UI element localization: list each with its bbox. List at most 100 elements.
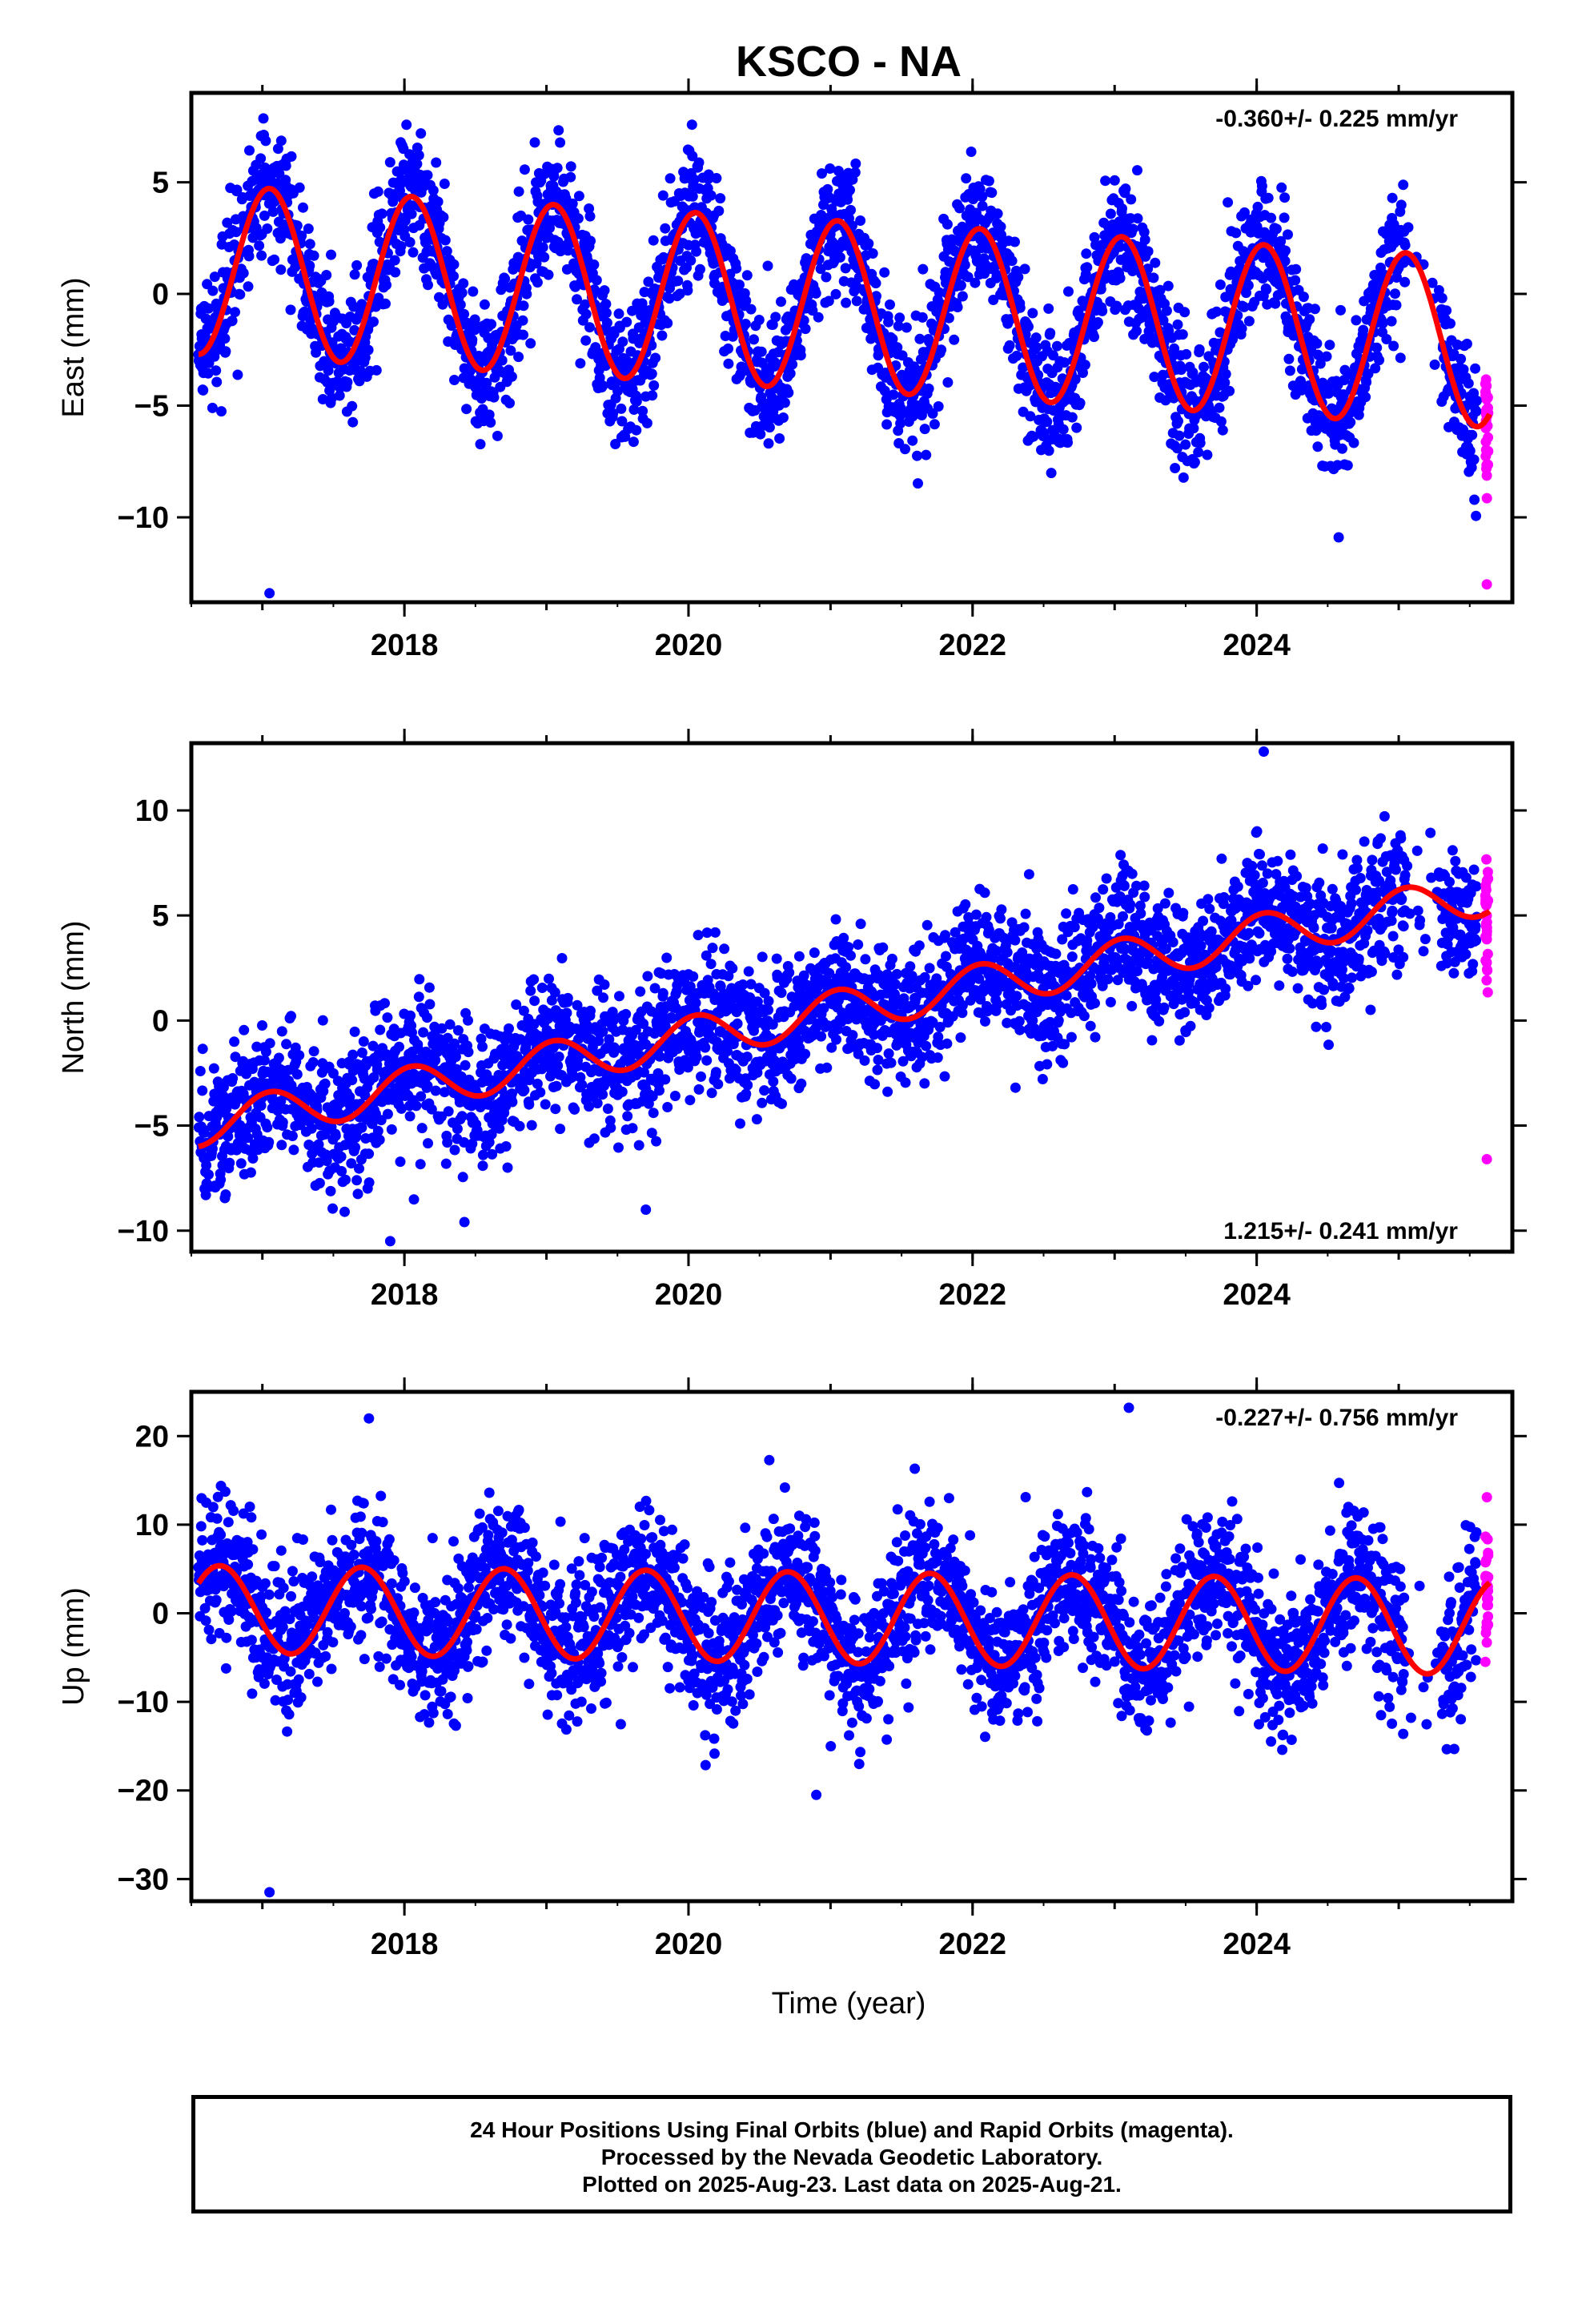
data-point bbox=[933, 1031, 944, 1043]
data-point bbox=[423, 1138, 433, 1149]
data-point bbox=[977, 200, 988, 211]
data-point bbox=[1027, 308, 1038, 319]
data-point bbox=[1458, 364, 1469, 375]
data-point bbox=[543, 269, 554, 280]
data-point bbox=[673, 275, 684, 287]
data-point bbox=[970, 277, 981, 288]
data-point bbox=[641, 417, 652, 428]
data-point bbox=[1433, 285, 1444, 296]
data-point bbox=[544, 973, 554, 984]
data-point bbox=[1456, 353, 1467, 364]
data-point bbox=[912, 450, 922, 461]
data-point bbox=[1178, 472, 1189, 483]
data-point bbox=[841, 297, 852, 308]
data-point bbox=[235, 1158, 247, 1169]
data-point bbox=[1131, 325, 1142, 336]
data-point bbox=[344, 1092, 355, 1103]
data-point bbox=[604, 1034, 615, 1045]
data-point bbox=[467, 1138, 478, 1149]
data-point bbox=[1162, 280, 1174, 292]
data-point bbox=[323, 296, 335, 307]
data-point bbox=[921, 449, 932, 460]
data-point bbox=[314, 1177, 325, 1188]
data-point bbox=[1239, 301, 1250, 312]
data-point bbox=[648, 1108, 659, 1119]
x-tick-label: 2018 bbox=[371, 629, 439, 662]
data-point bbox=[745, 979, 757, 990]
data-point bbox=[257, 1020, 267, 1031]
data-point bbox=[755, 428, 766, 440]
data-point bbox=[1270, 298, 1281, 309]
data-point bbox=[753, 315, 765, 325]
data-point bbox=[1315, 358, 1326, 369]
data-point bbox=[1058, 424, 1069, 435]
data-point bbox=[771, 953, 782, 964]
data-point bbox=[943, 312, 954, 324]
data-point bbox=[389, 255, 400, 266]
data-point bbox=[215, 1174, 227, 1185]
data-point bbox=[1042, 416, 1053, 428]
data-point bbox=[449, 1144, 460, 1156]
data-point bbox=[415, 1159, 426, 1170]
data-point bbox=[588, 259, 600, 270]
data-point bbox=[529, 995, 540, 1007]
data-point bbox=[244, 145, 255, 156]
y-tick-label: 0 bbox=[152, 278, 169, 312]
data-point bbox=[405, 1010, 416, 1021]
data-point bbox=[247, 1153, 259, 1164]
data-point bbox=[546, 995, 557, 1006]
data-point bbox=[897, 350, 908, 361]
data-point bbox=[1345, 416, 1356, 428]
data-point bbox=[414, 974, 425, 985]
final-orbit-points bbox=[193, 810, 1482, 1228]
data-point bbox=[863, 238, 874, 249]
data-point bbox=[198, 384, 209, 396]
data-point bbox=[649, 983, 661, 994]
data-point bbox=[1173, 416, 1183, 427]
data-point bbox=[752, 996, 763, 1007]
data-point bbox=[321, 1156, 332, 1167]
data-point bbox=[631, 396, 642, 407]
data-point bbox=[785, 1073, 797, 1084]
data-point bbox=[617, 336, 628, 348]
data-point bbox=[707, 943, 718, 954]
data-point bbox=[810, 287, 821, 299]
data-point bbox=[380, 298, 391, 309]
data-point bbox=[818, 1003, 829, 1014]
data-point bbox=[991, 945, 1002, 956]
data-point bbox=[476, 1033, 487, 1044]
data-point bbox=[463, 1015, 473, 1026]
data-point bbox=[525, 985, 536, 996]
data-point bbox=[351, 259, 363, 271]
data-point bbox=[610, 1044, 621, 1055]
data-point bbox=[1172, 443, 1182, 454]
data-point bbox=[1081, 248, 1092, 259]
data-point bbox=[893, 320, 904, 332]
data-point bbox=[1095, 283, 1106, 295]
data-point bbox=[894, 312, 905, 324]
data-point bbox=[793, 951, 805, 962]
data-point bbox=[1381, 334, 1392, 344]
data-point bbox=[1235, 255, 1246, 267]
data-point bbox=[440, 235, 451, 246]
data-point bbox=[701, 927, 713, 939]
data-point bbox=[575, 358, 586, 369]
data-point bbox=[779, 397, 790, 408]
data-point bbox=[1172, 319, 1183, 330]
data-point bbox=[1179, 307, 1191, 318]
data-point bbox=[388, 1055, 400, 1066]
data-point bbox=[455, 300, 466, 310]
y-tick-label: 5 bbox=[152, 167, 169, 200]
data-point bbox=[741, 296, 752, 306]
data-point bbox=[610, 439, 621, 449]
data-point bbox=[298, 202, 308, 213]
data-point bbox=[304, 260, 315, 271]
data-point bbox=[1358, 324, 1369, 336]
data-point bbox=[1161, 305, 1172, 316]
data-point bbox=[1323, 388, 1334, 399]
data-point bbox=[1283, 353, 1295, 364]
y-axis-label: East (mm) bbox=[57, 277, 90, 417]
data-point bbox=[689, 174, 700, 185]
data-point bbox=[695, 263, 705, 275]
data-point bbox=[1398, 179, 1409, 191]
